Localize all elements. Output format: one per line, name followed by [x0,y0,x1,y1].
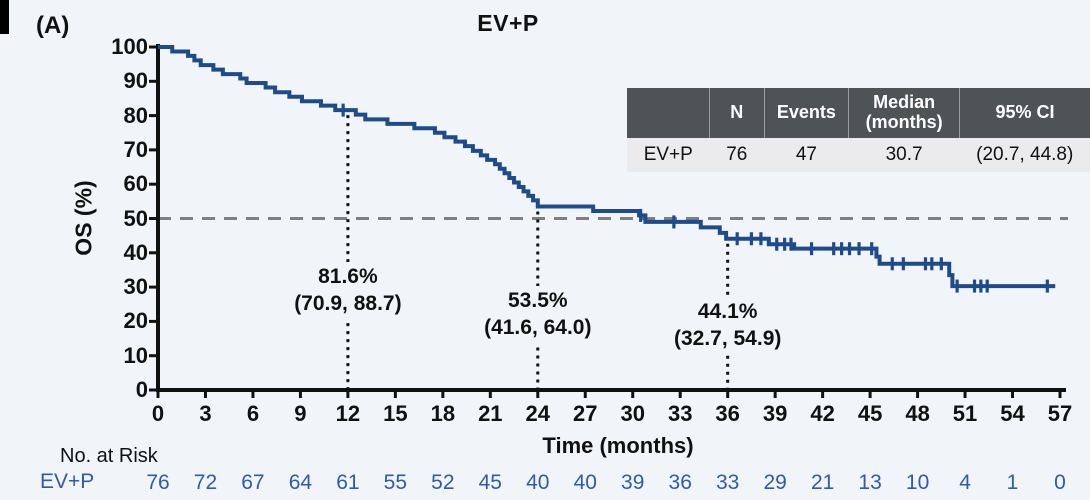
risk-count-15: 55 [383,471,408,494]
x-tick-label-0: 0 [151,401,165,426]
risk-count-48: 10 [905,471,930,494]
risk-count-42: 21 [810,471,835,494]
screen-corner-artifact [0,0,9,34]
x-tick-label-33: 33 [667,401,693,426]
x-tick-label-21: 21 [478,401,503,426]
x-tick-label-9: 9 [294,401,307,426]
x-tick-label-18: 18 [430,401,456,426]
x-axis-title: Time (months) [542,433,694,458]
risk-count-51: 4 [959,471,971,494]
summary-table-data-row: EV+P 76 47 30.7 (20.7, 44.8) [627,138,1090,172]
chart-title: EV+P [477,10,539,36]
y-tick-label-60: 60 [123,171,148,197]
x-tick-label-51: 51 [952,401,978,426]
summary-cell-group: EV+P [627,138,710,172]
risk-count-18: 52 [431,471,455,494]
annotation-24mo: 53.5% (41.6, 64.0) [479,286,597,343]
summary-cell-events: 47 [764,138,849,172]
risk-count-24: 40 [526,471,550,494]
summary-cell-n: 76 [709,138,765,172]
annotation-36mo-rate: 44.1% [697,300,758,323]
annotation-36mo-ci: (32.7, 54.9) [673,327,782,351]
risk-count-39: 29 [763,471,787,494]
risk-count-57: 0 [1054,471,1066,494]
y-tick-label-90: 90 [123,68,148,94]
x-tick-label-27: 27 [573,401,598,426]
y-tick-label-50: 50 [123,205,148,231]
km-curve-evp [158,45,1056,289]
y-tick-label-30: 30 [123,274,148,300]
summary-header-n: N [709,88,765,138]
annotation-12mo: 81.6% (70.9, 88.7) [289,262,407,319]
y-tick-label-20: 20 [123,308,148,334]
x-tick-label-39: 39 [762,401,788,426]
annotation-12mo-rate: 81.6% [318,265,378,288]
x-tick-label-36: 36 [715,401,740,426]
risk-count-30: 39 [621,471,645,494]
x-tick-label-42: 42 [810,401,835,426]
x-tick-label-57: 57 [1047,401,1073,426]
x-tick-label-48: 48 [905,401,930,426]
annotation-36mo: 44.1% (32.7, 54.9) [668,297,787,354]
x-tick-label-45: 45 [857,401,883,426]
summary-cell-ci: (20.7, 44.8) [959,138,1090,172]
y-tick-label-80: 80 [123,102,148,128]
y-tick-label-10: 10 [123,342,148,368]
risk-count-9: 64 [288,471,313,494]
panel-label: (A) [36,12,70,39]
annotation-24mo-rate: 53.5% [508,289,568,312]
y-tick-label-100: 100 [111,34,148,59]
y-tick-label-40: 40 [123,239,148,265]
y-tick-label-70: 70 [123,136,148,162]
x-tick-label-54: 54 [1000,401,1025,426]
risk-count-0: 76 [146,471,170,494]
annotation-24mo-ci: (41.6, 64.0) [484,316,592,340]
summary-cell-median: 30.7 [848,138,960,172]
y-tick-label-0: 0 [135,377,148,402]
summary-header-group [627,88,710,138]
x-tick-label-30: 30 [620,401,645,426]
risk-count-21: 45 [478,471,502,494]
risk-count-3: 72 [193,471,218,494]
risk-count-45: 13 [858,471,882,494]
summary-table: N Events Median (months) 95% CI EV+P 76 … [627,88,1090,172]
x-tick-label-15: 15 [383,401,408,426]
risk-count-54: 1 [1006,471,1019,494]
x-tick-label-3: 3 [199,401,212,426]
risk-count-12: 61 [336,471,360,494]
risk-count-36: 33 [715,471,740,494]
summary-table-header-row: N Events Median (months) 95% CI [627,88,1090,138]
x-tick-label-12: 12 [335,401,361,426]
risk-section-label: No. at Risk [60,445,158,467]
x-tick-label-6: 6 [246,401,260,426]
risk-count-33: 36 [668,471,692,494]
annotation-12mo-ci: (70.9, 88.7) [294,292,402,316]
risk-row-label: EV+P [40,470,95,493]
risk-count-6: 67 [241,471,265,494]
x-tick-label-24: 24 [525,401,551,426]
risk-count-27: 40 [573,471,597,494]
summary-header-events: Events [763,88,849,138]
summary-header-ci: 95% CI [958,88,1090,138]
summary-header-median: Median (months) [848,88,960,138]
